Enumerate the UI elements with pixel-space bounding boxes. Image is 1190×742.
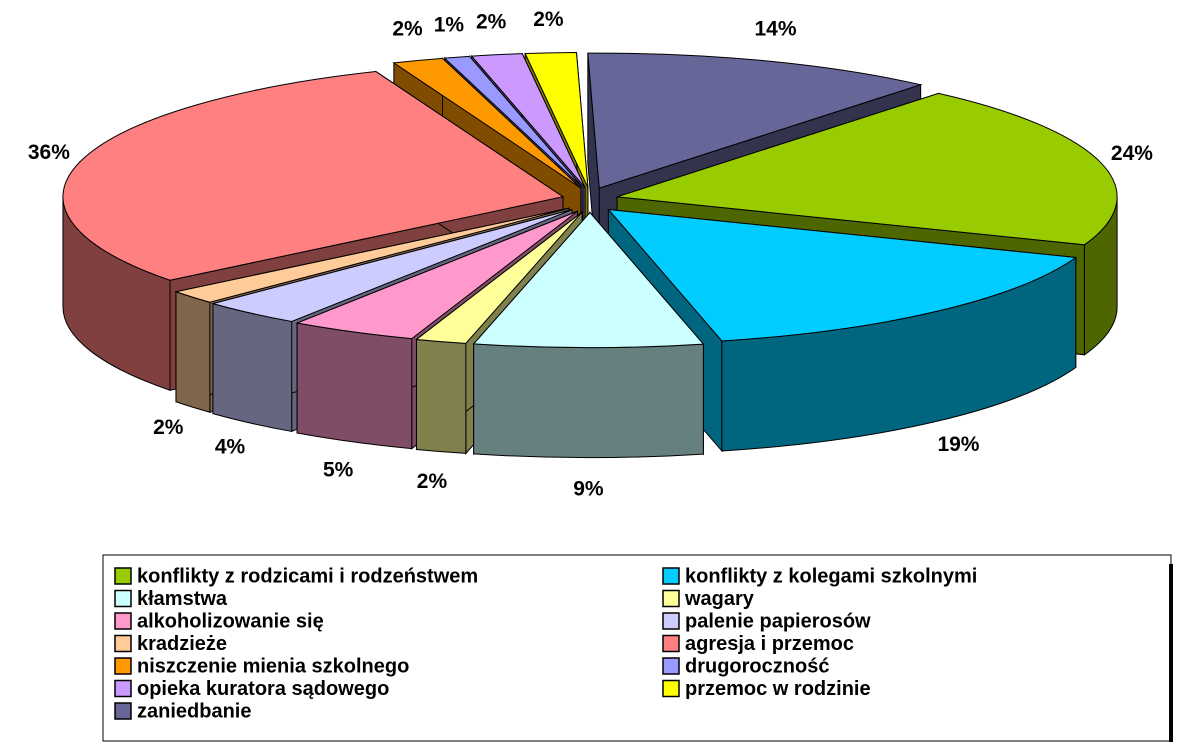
slice-top [470,53,586,188]
data-label: 2% [392,17,423,40]
slice-top [174,207,570,303]
slice-top [616,92,1118,246]
legend-swatch [114,589,132,608]
slice-wall [175,291,211,413]
legend-label: alkoholizowanie się [137,610,324,632]
legend-label: kłamstwa [137,588,228,610]
slice-top [295,210,578,340]
slice-top [211,209,573,322]
data-label: 36% [28,141,70,164]
legend-box [102,554,1172,742]
data-label: 1% [434,13,465,36]
legend-swatch [114,567,132,585]
data-label: 5% [323,458,354,481]
legend-swatch [114,702,132,720]
slice-top [415,211,583,344]
slice-top [443,55,584,189]
slice-top [587,52,923,189]
data-label: 2% [153,416,184,439]
legend-label: wagary [684,588,755,610]
slice-top [524,51,589,188]
data-label: 2% [476,10,507,33]
legend-swatch [662,589,680,608]
slice-top [472,211,705,349]
legend-label: konflikty z rodzicami i rodzeństwem [137,565,478,587]
data-label: 19% [937,433,979,456]
slice-wall [296,322,413,450]
data-label: 24% [1111,142,1153,165]
legend-swatch [662,657,680,675]
legend-swatch [114,634,132,653]
data-label: 9% [573,478,604,501]
slice-wall [473,343,704,459]
slice-top [62,71,565,281]
slice-wall [212,302,293,433]
legend-swatch [662,612,680,630]
legend-label: przemoc w rodzinie [685,678,871,700]
legend-swatch [662,567,680,585]
data-label: 2% [417,470,448,493]
legend-label: niszczenie mienia szkolnego [137,655,409,677]
legend-label: palenie papierosów [685,610,871,632]
data-label: 14% [754,18,796,41]
legend-swatch [114,657,132,675]
legend-swatch [662,679,680,698]
pie [62,51,1118,459]
data-label: 2% [533,8,564,31]
legend-swatch [114,679,132,698]
slice-top [607,208,1078,342]
legend-swatch [114,612,132,630]
slice-wall [415,338,467,454]
data-label: 4% [215,435,246,458]
legend-label: zaniedbanie [137,700,251,722]
legend-label: kradzieże [137,633,227,655]
legend-label: opieka kuratora sądowego [137,678,389,700]
slice-top [392,57,582,189]
legend-label: konflikty z kolegami szkolnymi [685,565,977,587]
slice [472,211,705,459]
legend-swatch [662,634,680,653]
legend-label: agresja i przemoc [685,633,854,655]
legend-label: drugoroczność [685,655,829,677]
